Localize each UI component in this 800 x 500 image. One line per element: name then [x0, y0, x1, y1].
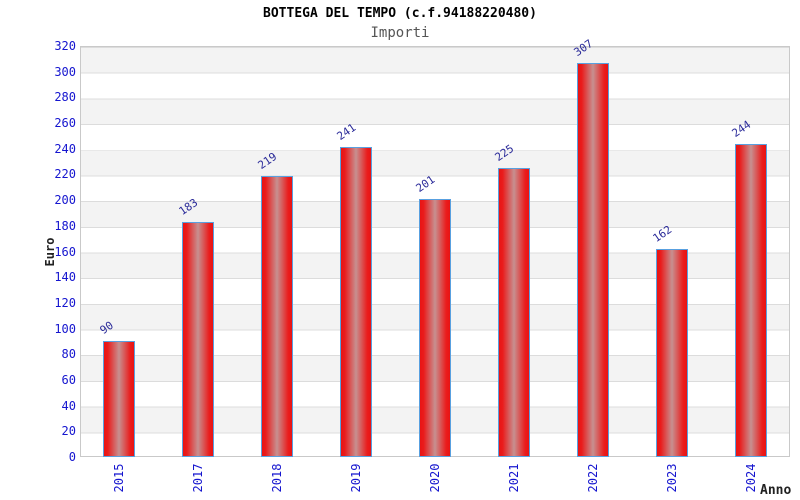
bar-2020	[419, 198, 451, 457]
y-tick-120: 120	[54, 295, 76, 310]
y-tick-100: 100	[54, 321, 76, 336]
y-tick-260: 260	[54, 116, 76, 131]
x-tick-2024: 2024	[743, 463, 758, 493]
chart-title: BOTTEGA DEL TEMPO (c.f.94188220480)	[263, 6, 537, 21]
bar-2022	[576, 62, 609, 457]
y-tick-0: 0	[68, 450, 76, 464]
x-tick-2018: 2018	[270, 463, 285, 493]
x-tick-2017: 2017	[191, 463, 206, 493]
bar-2017	[182, 221, 215, 457]
y-tick-40: 40	[61, 398, 76, 413]
y-tick-20: 20	[61, 424, 76, 439]
bar-2021	[497, 168, 530, 457]
y-tick-280: 280	[54, 90, 76, 105]
bar-2019	[340, 147, 373, 457]
x-tick-2022: 2022	[585, 463, 600, 493]
y-tick-240: 240	[54, 141, 76, 156]
y-tick-60: 60	[61, 372, 76, 387]
y-tick-200: 200	[54, 193, 76, 208]
y-tick-180: 180	[54, 218, 76, 233]
y-tick-160: 160	[54, 244, 76, 259]
x-tick-2020: 2020	[428, 463, 442, 493]
y-tick-140: 140	[54, 270, 76, 285]
x-tick-2023: 2023	[664, 463, 679, 493]
y-tick-220: 220	[54, 167, 76, 182]
x-tick-2021: 2021	[506, 463, 521, 493]
bar-2023	[655, 248, 688, 457]
chart-subtitle: Importi	[370, 25, 430, 41]
bar-2015	[103, 341, 136, 457]
x-tick-2015: 2015	[112, 463, 127, 493]
x-tick-2019: 2019	[349, 463, 364, 493]
y-tick-80: 80	[61, 347, 76, 362]
y-tick-300: 300	[54, 64, 76, 79]
bar-2024	[734, 143, 767, 457]
x-axis-label: Anno	[760, 483, 792, 498]
bar-2018	[261, 175, 294, 457]
y-tick-320: 320	[54, 39, 76, 53]
